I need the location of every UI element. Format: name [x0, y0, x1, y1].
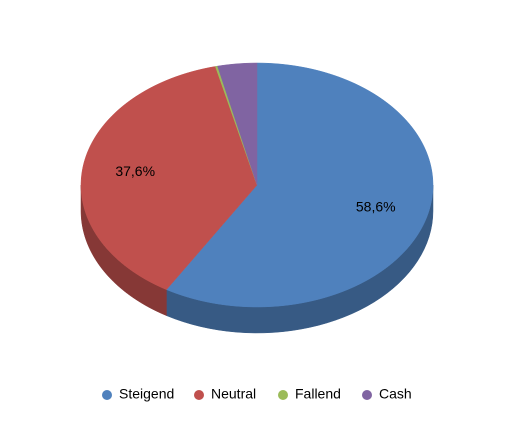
legend-label: Neutral: [211, 386, 256, 402]
legend-marker: [194, 390, 204, 400]
data-label: 37,6%: [115, 163, 155, 179]
legend-label: Fallend: [295, 386, 341, 402]
pie-slice: [166, 62, 434, 308]
legend-marker: [278, 390, 288, 400]
data-label: 58,6%: [356, 198, 396, 214]
pie-slice: [80, 66, 258, 290]
legend-marker: [362, 390, 372, 400]
pie-slice: [217, 62, 258, 186]
legend-label: Cash: [379, 386, 412, 402]
legend-marker: [102, 390, 112, 400]
legend-label: Steigend: [119, 386, 174, 402]
